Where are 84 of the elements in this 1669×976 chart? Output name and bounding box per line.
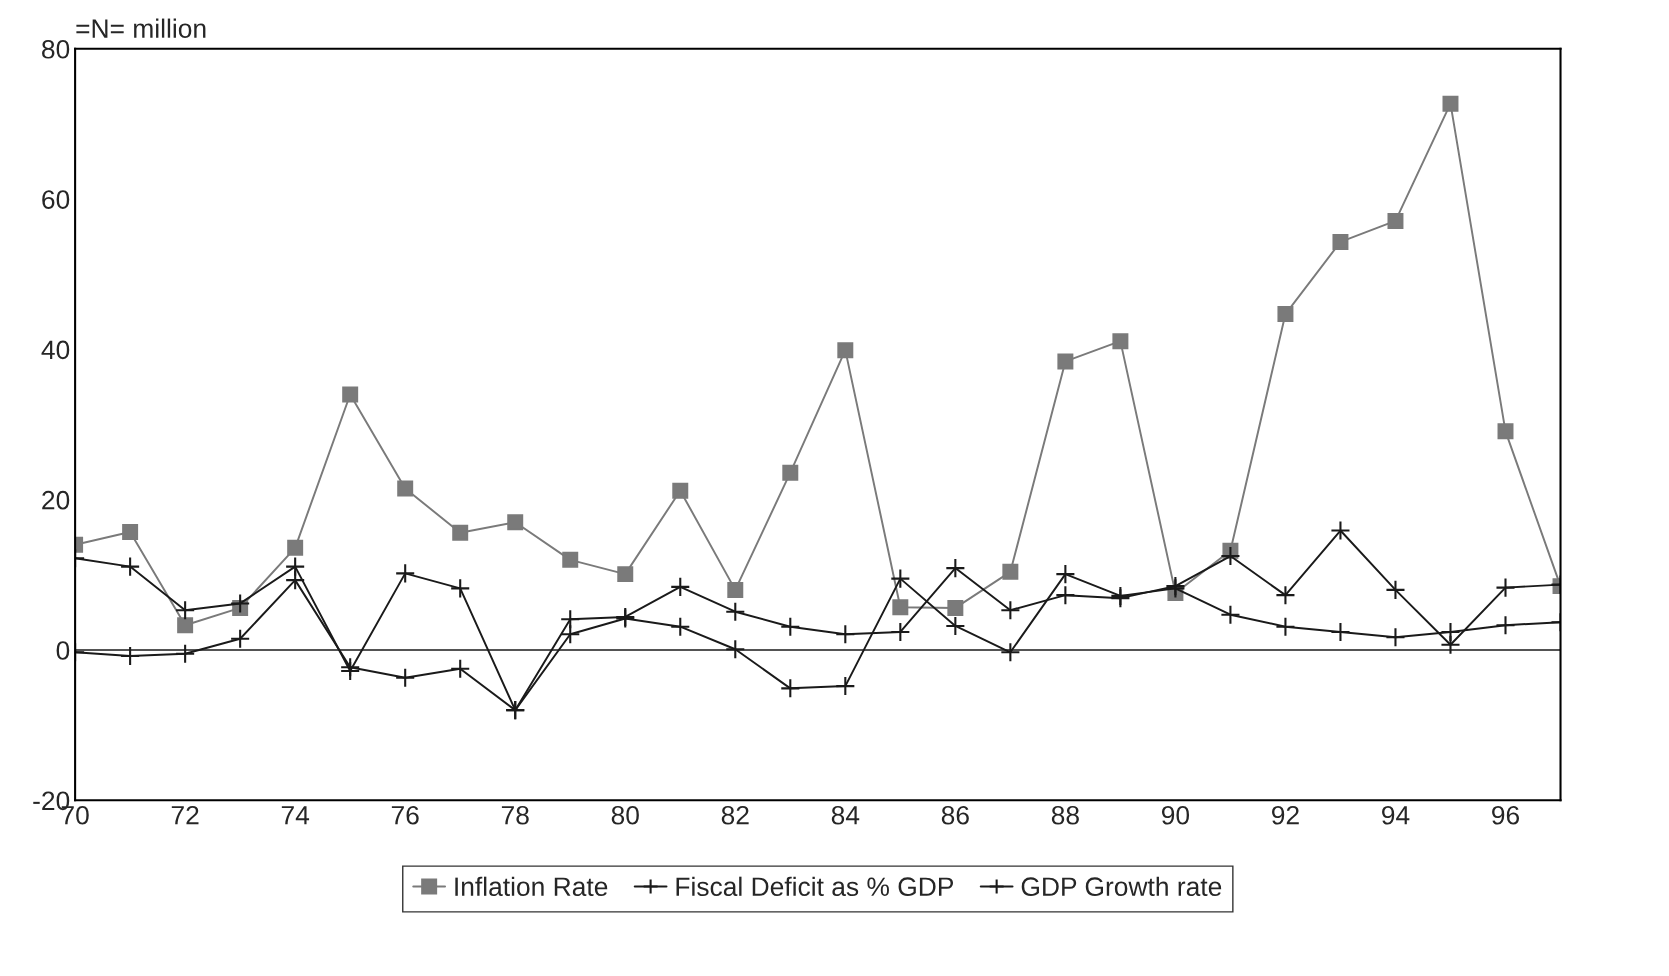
x-tick-label: 94 <box>1382 805 1410 825</box>
x-tick-label: 88 <box>1051 805 1079 825</box>
point <box>890 568 911 589</box>
point <box>835 624 856 645</box>
point <box>1220 546 1241 567</box>
point <box>727 581 744 598</box>
point <box>780 678 801 699</box>
point <box>1002 563 1019 580</box>
x-tick-label: 78 <box>501 805 529 825</box>
point <box>397 480 414 497</box>
point <box>1330 520 1351 541</box>
point <box>395 563 416 584</box>
point <box>890 621 911 643</box>
point <box>1385 627 1406 648</box>
point <box>670 616 691 637</box>
point <box>1057 353 1074 370</box>
point <box>287 539 304 556</box>
y-tick-label: 60 <box>42 190 70 209</box>
y-tick-label: 40 <box>41 340 70 360</box>
point <box>175 600 196 621</box>
point <box>1387 212 1404 229</box>
point <box>452 524 469 541</box>
point <box>945 615 966 637</box>
legend-label: GDP Growth rate <box>1021 876 1222 897</box>
point <box>560 624 581 645</box>
point <box>617 566 634 583</box>
point <box>230 628 251 649</box>
point <box>1112 333 1129 350</box>
point <box>450 658 471 679</box>
point <box>780 616 801 637</box>
x-tick-label: 76 <box>391 805 419 825</box>
y-tick-label: 0 <box>56 641 70 660</box>
point <box>672 482 689 499</box>
point <box>1442 95 1459 112</box>
point <box>670 576 691 597</box>
point <box>725 639 746 660</box>
point <box>342 386 359 403</box>
chart-title: =N= million <box>76 18 206 38</box>
point <box>1220 604 1241 625</box>
point <box>1330 621 1351 643</box>
point <box>1000 642 1021 663</box>
point <box>285 556 306 577</box>
point <box>1495 577 1516 598</box>
point <box>177 617 194 634</box>
point <box>1277 306 1294 323</box>
y-tick-label: 80 <box>42 39 70 59</box>
point <box>1000 600 1021 621</box>
point <box>507 514 524 531</box>
legend-label: Fiscal Deficit as % GDP <box>676 876 954 897</box>
point <box>1385 579 1406 600</box>
legend-label: Inflation Rate <box>455 876 608 897</box>
point <box>947 599 964 616</box>
point <box>1440 621 1461 643</box>
point <box>892 599 909 616</box>
y-tick-label: 20 <box>42 490 70 510</box>
point <box>122 524 139 541</box>
point <box>945 558 966 579</box>
x-tick-label: 84 <box>831 805 860 825</box>
x-tick-label: 80 <box>611 805 639 825</box>
point <box>1275 616 1296 637</box>
x-tick-label: 96 <box>1492 805 1520 825</box>
point <box>450 578 471 599</box>
point <box>837 342 854 359</box>
x-tick-label: 72 <box>171 805 199 825</box>
x-tick-label: 90 <box>1161 805 1190 825</box>
x-tick-label: 86 <box>941 805 969 825</box>
x-tick-label: 74 <box>281 806 310 825</box>
point <box>835 676 856 697</box>
point <box>1332 233 1349 250</box>
point <box>395 667 416 688</box>
point <box>120 556 141 577</box>
point <box>1495 615 1516 636</box>
point <box>1275 585 1296 606</box>
point <box>782 464 799 481</box>
point <box>175 643 196 664</box>
x-tick-label: 82 <box>721 805 749 825</box>
point <box>230 593 251 614</box>
point <box>562 551 579 568</box>
point <box>725 601 746 622</box>
point <box>1497 423 1514 440</box>
point <box>120 645 141 667</box>
x-tick-label: 92 <box>1272 805 1299 825</box>
point <box>1055 585 1076 606</box>
point <box>1055 564 1076 585</box>
